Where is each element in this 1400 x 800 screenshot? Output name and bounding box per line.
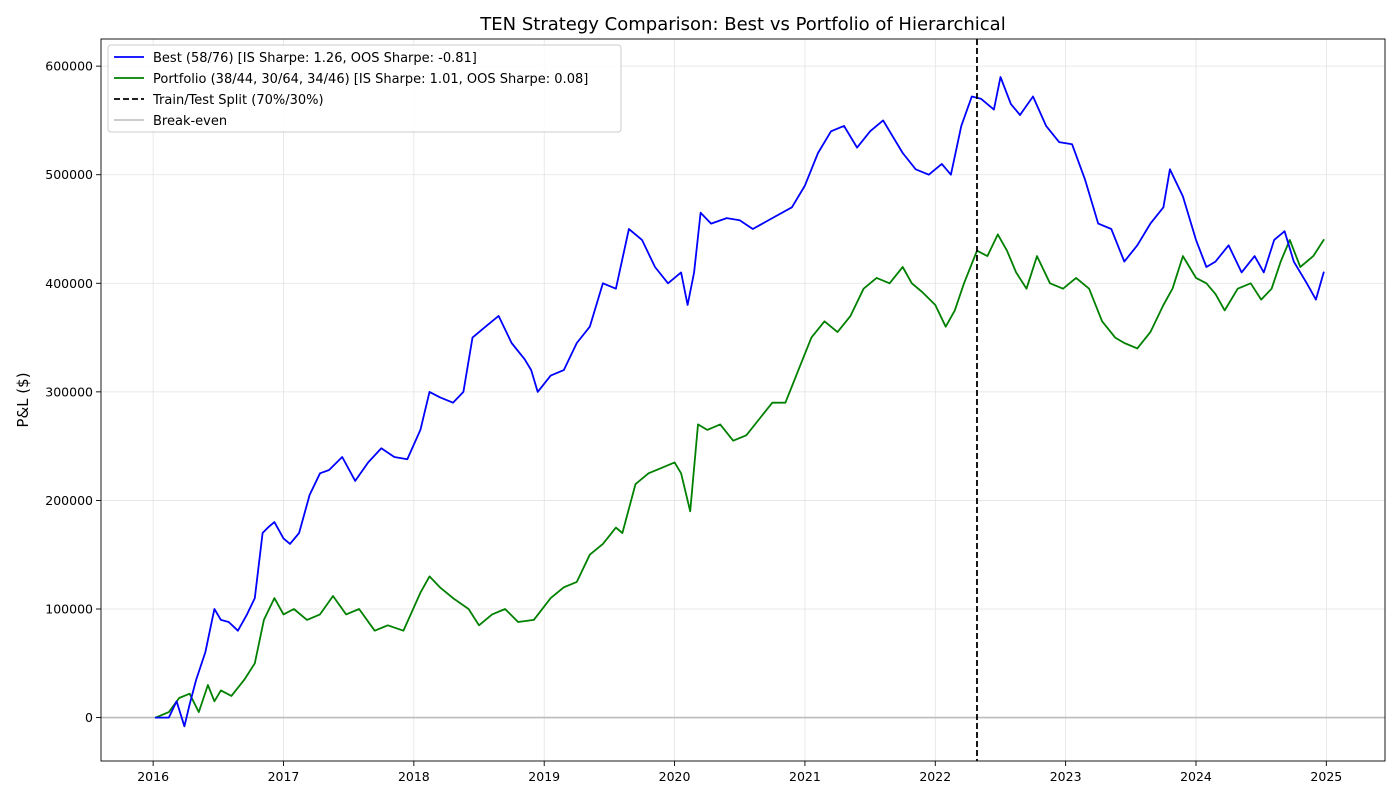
plot-frame <box>100 38 1386 762</box>
x-tick-label: 2021 <box>789 769 821 784</box>
y-tick-label: 600000 <box>45 59 93 74</box>
y-tick-label: 400000 <box>45 276 93 291</box>
y-grid <box>101 65 1385 718</box>
y-axis-label: P&L ($) <box>14 372 32 427</box>
x-grid <box>152 39 1327 761</box>
y-tick-label: 500000 <box>45 167 93 182</box>
legend-item-breakeven-label: Break-even <box>153 114 227 129</box>
legend-item-portfolio-label: Portfolio (38/44, 30/64, 34/46) [IS Shar… <box>153 72 588 87</box>
y-axis: 0 100000 200000 300000 400000 500000 600000 <box>45 59 101 725</box>
chart-title: TEN Strategy Comparison: Best vs Portfol… <box>479 14 1005 35</box>
x-tick-label: 2024 <box>1180 769 1212 784</box>
x-axis: 2016 2017 2018 2019 2020 2021 2022 2023 2024 2025 <box>137 761 1342 784</box>
x-tick-label: 2020 <box>659 769 691 784</box>
legend: Best (58/76) [IS Sharpe: 1.26, OOS Sharp… <box>107 44 622 133</box>
x-tick-label: 2019 <box>528 769 560 784</box>
y-tick-label: 200000 <box>45 493 93 508</box>
legend-item-split-label: Train/Test Split (70%/30%) <box>152 93 324 108</box>
grid <box>101 39 1385 761</box>
legend-items: Best (58/76) [IS Sharpe: 1.26, OOS Sharp… <box>114 51 588 129</box>
x-tick-label: 2018 <box>398 769 430 784</box>
series-layer <box>154 76 1325 728</box>
legend-item-best-label: Best (58/76) [IS Sharpe: 1.26, OOS Sharp… <box>153 51 477 66</box>
x-tick-label: 2017 <box>268 769 300 784</box>
x-tick-label: 2025 <box>1310 769 1342 784</box>
y-tick-label: 300000 <box>45 384 93 399</box>
y-tick-label: 0 <box>85 710 93 725</box>
x-tick-label: 2022 <box>919 769 951 784</box>
x-tick-label: 2016 <box>137 769 169 784</box>
y-tick-label: 100000 <box>45 602 93 617</box>
portfolio-series-line <box>154 233 1325 719</box>
legend-box <box>107 44 622 133</box>
x-tick-label: 2023 <box>1050 769 1082 784</box>
best-series-line <box>154 76 1325 728</box>
